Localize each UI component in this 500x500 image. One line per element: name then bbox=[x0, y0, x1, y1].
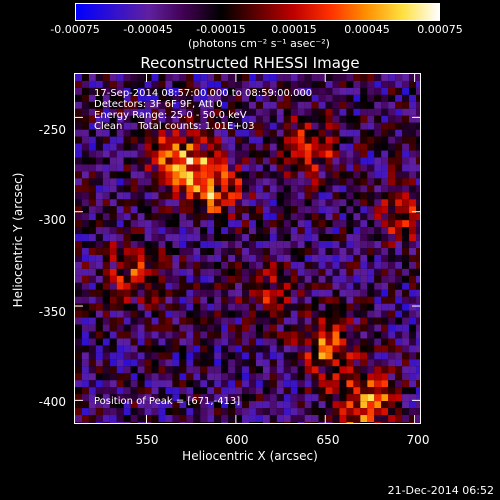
x-tick-label: 650 bbox=[316, 433, 340, 447]
colorbar-tick-label: -0.00045 bbox=[123, 23, 173, 36]
colorbar bbox=[75, 3, 440, 21]
heatmap bbox=[75, 74, 420, 423]
colorbar-tick-label: 0.00045 bbox=[344, 23, 390, 36]
info-time: 17-Sep-2014 08:57:00.000 to 08:59:00.000 bbox=[94, 88, 313, 99]
y-tick-label: -400 bbox=[38, 395, 66, 409]
y-tick-label: -300 bbox=[38, 213, 66, 227]
info-energy: Energy Range: 25.0 - 50.0 keV bbox=[94, 110, 247, 121]
info-clean: Clean Total counts: 1.01E+03 bbox=[94, 121, 255, 132]
info-detectors: Detectors: 3F 6F 9F, Att 0 bbox=[94, 99, 223, 110]
x-tick-label: 700 bbox=[406, 433, 430, 447]
x-axis-label: Heliocentric X (arcsec) bbox=[182, 449, 318, 463]
peak-position: Position of Peak = [671,-413] bbox=[94, 396, 241, 407]
y-tick-label: -250 bbox=[38, 123, 66, 137]
x-tick-label: 600 bbox=[225, 433, 249, 447]
x-tick-label: 550 bbox=[135, 433, 159, 447]
colorbar-tick-label: -0.00075 bbox=[50, 23, 100, 36]
timestamp: 21-Dec-2014 06:52 bbox=[387, 484, 494, 497]
y-tick-label: -350 bbox=[38, 305, 66, 319]
plot-area bbox=[74, 73, 421, 424]
colorbar-tick-label: 0.00075 bbox=[417, 23, 463, 36]
colorbar-tick-label: 0.00015 bbox=[271, 23, 317, 36]
colorbar-tick-label: -0.00015 bbox=[196, 23, 246, 36]
colorbar-unit: (photons cm⁻² s⁻¹ asec⁻²) bbox=[188, 37, 330, 50]
image-title: Reconstructed RHESSI Image bbox=[140, 54, 360, 72]
y-axis-label: Heliocentric Y (arcsec) bbox=[11, 172, 25, 308]
